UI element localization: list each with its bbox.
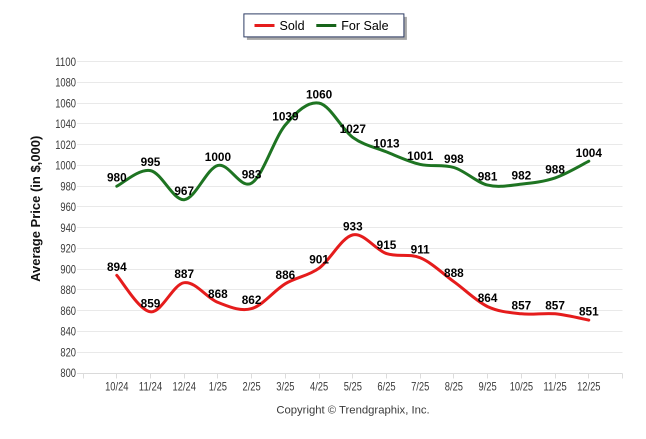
svg-text:886: 886	[276, 268, 296, 282]
svg-text:4/25: 4/25	[310, 381, 329, 394]
svg-text:840: 840	[60, 326, 76, 339]
svg-text:11/25: 11/25	[543, 381, 567, 394]
svg-text:983: 983	[242, 168, 262, 182]
svg-text:5/25: 5/25	[344, 381, 363, 394]
svg-text:1080: 1080	[55, 77, 76, 90]
svg-text:3/25: 3/25	[276, 381, 295, 394]
svg-text:857: 857	[545, 298, 565, 312]
svg-text:1001: 1001	[407, 149, 434, 163]
svg-text:For Sale: For Sale	[341, 19, 388, 33]
svg-text:995: 995	[141, 155, 161, 169]
svg-text:2/25: 2/25	[243, 381, 262, 394]
svg-text:1020: 1020	[55, 139, 76, 152]
svg-text:10/25: 10/25	[510, 381, 534, 394]
svg-text:1/25: 1/25	[209, 381, 228, 394]
svg-text:880: 880	[60, 284, 76, 297]
svg-text:887: 887	[174, 267, 194, 281]
svg-text:1039: 1039	[272, 109, 299, 123]
svg-text:1013: 1013	[373, 136, 400, 150]
svg-text:7/25: 7/25	[411, 381, 430, 394]
svg-text:915: 915	[377, 238, 397, 252]
svg-text:1027: 1027	[340, 122, 367, 136]
svg-text:859: 859	[141, 296, 161, 310]
svg-text:980: 980	[60, 180, 76, 193]
svg-text:998: 998	[444, 152, 464, 166]
svg-text:982: 982	[512, 169, 532, 183]
svg-text:901: 901	[309, 253, 329, 267]
svg-text:960: 960	[60, 201, 76, 214]
svg-text:967: 967	[174, 184, 194, 198]
svg-text:1100: 1100	[55, 56, 76, 69]
svg-text:800: 800	[60, 367, 76, 380]
svg-text:1040: 1040	[55, 118, 76, 131]
svg-text:10/24: 10/24	[105, 381, 129, 394]
svg-text:8/25: 8/25	[445, 381, 464, 394]
svg-text:933: 933	[343, 219, 363, 233]
svg-text:12/24: 12/24	[173, 381, 197, 394]
svg-text:888: 888	[444, 266, 464, 280]
svg-text:868: 868	[208, 287, 228, 301]
svg-text:Sold: Sold	[280, 19, 305, 33]
svg-text:940: 940	[60, 222, 76, 235]
svg-text:900: 900	[60, 263, 76, 276]
svg-text:981: 981	[478, 170, 498, 184]
svg-text:920: 920	[60, 243, 76, 256]
svg-text:862: 862	[242, 293, 262, 307]
svg-text:988: 988	[545, 162, 565, 176]
svg-text:1060: 1060	[306, 88, 333, 102]
svg-text:980: 980	[107, 171, 127, 185]
svg-text:12/25: 12/25	[577, 381, 601, 394]
svg-text:894: 894	[107, 260, 127, 274]
svg-text:1004: 1004	[576, 146, 603, 160]
svg-text:820: 820	[60, 346, 76, 359]
svg-text:1000: 1000	[55, 160, 76, 173]
svg-text:9/25: 9/25	[479, 381, 498, 394]
svg-text:6/25: 6/25	[377, 381, 396, 394]
svg-text:1000: 1000	[205, 150, 232, 164]
svg-text:851: 851	[579, 305, 599, 319]
svg-text:911: 911	[411, 242, 430, 256]
svg-text:857: 857	[512, 298, 532, 312]
svg-text:11/24: 11/24	[139, 381, 163, 394]
svg-text:1060: 1060	[55, 97, 76, 110]
svg-text:Copyright © Trendgraphix, Inc.: Copyright © Trendgraphix, Inc.	[276, 405, 429, 417]
svg-text:864: 864	[478, 291, 498, 305]
svg-text:Average Price (in $,000): Average Price (in $,000)	[28, 136, 43, 282]
svg-text:860: 860	[60, 305, 76, 318]
